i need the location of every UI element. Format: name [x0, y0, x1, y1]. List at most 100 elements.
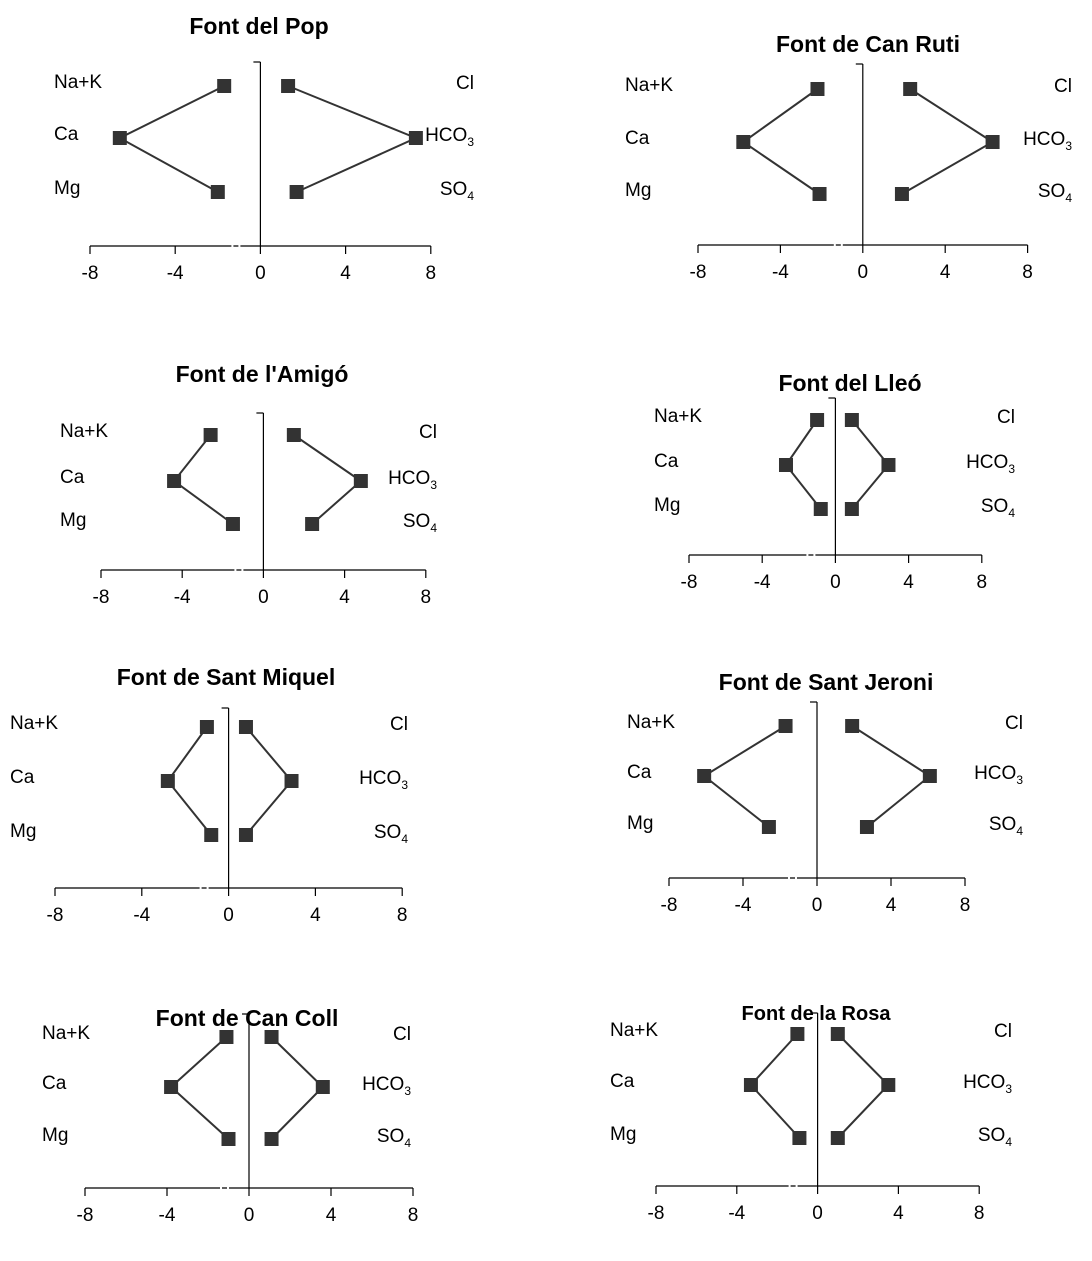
- axis-break: [206, 886, 209, 890]
- anion-point: [881, 1078, 896, 1092]
- x-tick-label: -4: [167, 263, 184, 284]
- x-tick-label: 0: [255, 263, 266, 284]
- anion-label: HCO3: [963, 1072, 1012, 1096]
- cation-point: [743, 1078, 758, 1092]
- x-tick-label: 8: [426, 263, 437, 284]
- anion-point: [830, 1131, 845, 1145]
- anion-series-line: [270, 1036, 325, 1140]
- cation-label: Na+K: [54, 72, 102, 93]
- cation-label: Mg: [654, 495, 680, 516]
- cation-series-line: [172, 434, 234, 525]
- cation-label: Na+K: [610, 1020, 658, 1041]
- anion-point: [830, 1027, 845, 1041]
- anion-point: [289, 185, 304, 199]
- anion-point: [284, 774, 299, 788]
- cation-point: [167, 474, 182, 488]
- cation-label: Ca: [54, 124, 79, 145]
- x-tick-label: 4: [903, 572, 914, 593]
- cation-point: [778, 458, 793, 472]
- cation-point: [812, 187, 827, 201]
- x-tick-label: 0: [244, 1205, 255, 1226]
- x-tick-label: 0: [258, 587, 269, 608]
- cation-point: [112, 131, 127, 145]
- anion-label: SO4: [981, 496, 1015, 520]
- x-tick-label: -4: [735, 895, 752, 916]
- x-tick-label: 8: [408, 1205, 419, 1226]
- anion-label: Cl: [1054, 76, 1072, 97]
- cation-point: [164, 1080, 179, 1094]
- x-tick-label: 0: [858, 262, 869, 283]
- x-tick-label: -8: [47, 905, 64, 926]
- stiff-chart-0: Font del Pop -8 -4 0 4 8 Na+K Ca Mg Cl HCO3 SO4: [54, 13, 474, 284]
- axis-break: [788, 1184, 791, 1188]
- cation-point: [199, 720, 214, 734]
- cation-point: [217, 79, 232, 93]
- anion-label: SO4: [978, 1125, 1012, 1149]
- chart-title: Font de Can Coll: [156, 1005, 339, 1031]
- chart-title: Font de Sant Jeroni: [719, 669, 934, 695]
- axis-break: [833, 243, 836, 247]
- anion-point: [859, 820, 874, 834]
- x-tick-label: 0: [830, 572, 841, 593]
- axis-break: [227, 1186, 229, 1190]
- axis-break: [234, 568, 237, 572]
- cation-label: Mg: [627, 813, 653, 834]
- anion-label: HCO3: [388, 468, 437, 492]
- x-tick-label: 0: [223, 905, 234, 926]
- chart-title: Font del Lleó: [778, 370, 921, 396]
- x-tick-label: -4: [772, 262, 789, 283]
- anion-point: [353, 474, 368, 488]
- cation-label: Na+K: [654, 406, 702, 427]
- anion-point: [264, 1132, 279, 1146]
- anion-point: [985, 135, 1000, 149]
- anion-label: HCO3: [974, 763, 1023, 787]
- stiff-chart-3: Font del Lleó -8 -4 0 4 8 Na+K Ca Mg Cl HCO3 SO4: [654, 370, 1015, 593]
- anion-label: SO4: [1038, 181, 1072, 205]
- anion-label: SO4: [403, 511, 437, 535]
- anion-label: SO4: [377, 1126, 411, 1150]
- x-tick-label: -4: [728, 1203, 745, 1224]
- anion-point: [922, 769, 937, 783]
- anion-label: Cl: [419, 422, 437, 443]
- anion-label: HCO3: [425, 125, 474, 149]
- x-tick-label: 8: [977, 572, 988, 593]
- cation-label: Mg: [610, 1124, 636, 1145]
- anion-label: HCO3: [966, 452, 1015, 476]
- stiff-chart-4: Font de Sant Miquel -8 -4 0 4 8 Na+K Ca Mg Cl HCO3…: [10, 664, 408, 926]
- x-tick-label: 8: [397, 905, 408, 926]
- anion-label: Cl: [997, 407, 1015, 428]
- stiff-chart-6: Font de Can Coll -8 -4 0 4 8 Na+K Ca Mg Cl HCO3 SO4: [42, 1005, 418, 1226]
- cation-label: Mg: [10, 821, 36, 842]
- x-tick-label: 4: [310, 905, 321, 926]
- x-tick-label: -8: [681, 572, 698, 593]
- x-tick-label: 8: [1022, 262, 1033, 283]
- cation-point: [813, 502, 828, 516]
- chart-title: Font de Sant Miquel: [117, 664, 336, 690]
- anion-point: [845, 719, 860, 733]
- x-tick-label: 0: [812, 895, 823, 916]
- cation-point: [761, 820, 776, 834]
- axis-break: [238, 244, 241, 248]
- cation-point: [810, 413, 825, 427]
- anion-point: [305, 517, 320, 531]
- anion-point: [903, 82, 918, 96]
- anion-point: [844, 502, 859, 516]
- stiff-chart-5: Font de Sant Jeroni -8 -4 0 4 8 Na+K Ca Mg Cl HCO3…: [627, 669, 1023, 916]
- stiff-chart-1: Font de Can Ruti -8 -4 0 4 8 Na+K Ca Mg Cl HCO3 SO4: [625, 31, 1072, 283]
- cation-point: [203, 428, 218, 442]
- anion-point: [264, 1030, 279, 1044]
- x-tick-label: -4: [754, 572, 771, 593]
- x-tick-label: -8: [82, 263, 99, 284]
- x-tick-label: -4: [174, 587, 191, 608]
- axis-break: [199, 886, 202, 890]
- cation-label: Ca: [654, 451, 679, 472]
- x-tick-label: -8: [77, 1205, 94, 1226]
- cation-point: [221, 1132, 236, 1146]
- anion-label: Cl: [456, 73, 474, 94]
- anion-label: SO4: [440, 179, 474, 203]
- x-tick-label: 4: [326, 1205, 337, 1226]
- anion-point: [881, 458, 896, 472]
- axis-break: [795, 876, 797, 880]
- cation-label: Na+K: [627, 712, 675, 733]
- cation-label: Ca: [10, 767, 35, 788]
